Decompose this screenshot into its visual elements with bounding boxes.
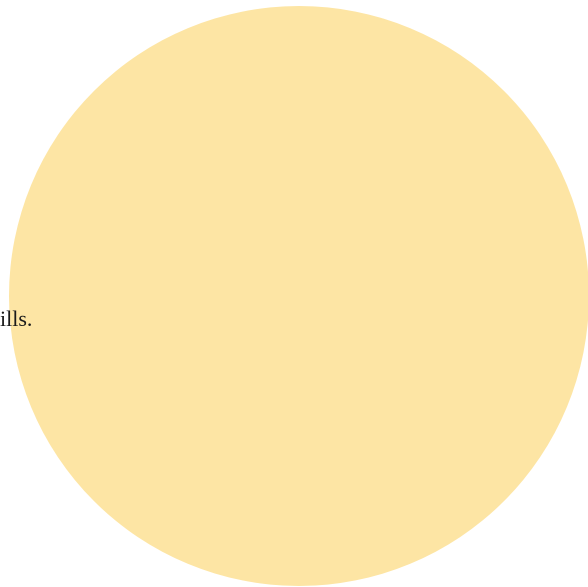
text-fragment: ills.	[0, 306, 33, 331]
circle	[9, 6, 588, 586]
